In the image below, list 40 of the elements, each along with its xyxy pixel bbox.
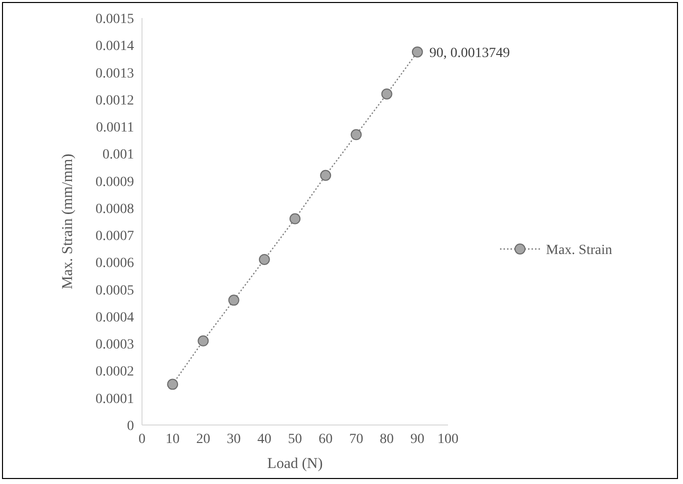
point [258, 254, 270, 265]
y-tick-label: 0.0014 [96, 39, 134, 54]
y-tick-label: 0.0001 [96, 392, 134, 407]
point [320, 170, 332, 181]
x-tick-label: 70 [349, 432, 364, 447]
y-tick-label: 0.0015 [96, 12, 134, 27]
point [381, 88, 392, 100]
point [412, 46, 423, 58]
x-tick-label: 10 [166, 432, 180, 447]
point [167, 378, 178, 390]
x-tick-label: 80 [380, 432, 394, 447]
y-tick-label: 0 [127, 419, 134, 434]
y-tick-label: 0.0009 [96, 174, 134, 190]
x-tick-label: 20 [196, 432, 210, 447]
y-tick-label: 0.0006 [96, 256, 134, 272]
legend-label: Max. Strain [546, 243, 612, 258]
data-label: 90, 0.0013749 [429, 46, 510, 61]
x-tick-label: 30 [226, 432, 241, 447]
x-axis-title: Load (N) [267, 456, 323, 472]
point [350, 129, 362, 140]
x-tick-label: 0 [138, 432, 146, 447]
y-axis-title: Max. Strain (mm/mm) [60, 154, 76, 290]
x-tick-label: 90 [410, 432, 424, 447]
y-tick-label: 0.0013 [96, 66, 134, 82]
x-tick-label: 60 [318, 432, 333, 447]
x-tick-label: 50 [288, 432, 302, 447]
x-tick-label: 100 [438, 432, 458, 447]
point [290, 213, 300, 224]
y-tick-label: 0.0004 [96, 310, 134, 326]
y-tick-label: 0.0002 [96, 364, 134, 380]
y-tick-label: 0.0007 [96, 229, 134, 244]
y-tick-label: 0.0008 [96, 202, 134, 217]
y-tick-label: 0.0011 [96, 120, 134, 136]
point [228, 294, 240, 306]
point [198, 335, 209, 346]
y-tick-label: 0.0005 [96, 283, 134, 298]
y-tick-label: 0.0003 [96, 338, 134, 353]
y-tick-label: 0.0012 [96, 93, 134, 108]
y-tick-label: 0.001 [102, 148, 134, 163]
x-tick-label: 40 [257, 432, 272, 447]
